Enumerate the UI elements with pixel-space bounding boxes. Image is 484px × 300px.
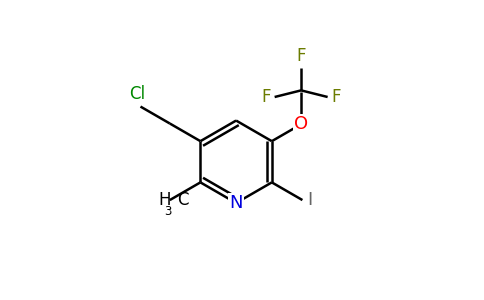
Text: I: I <box>307 191 312 209</box>
Text: C: C <box>177 191 189 209</box>
Text: Cl: Cl <box>130 85 146 103</box>
Text: F: F <box>296 47 306 65</box>
Text: H: H <box>159 191 171 209</box>
Text: N: N <box>229 194 243 212</box>
Text: F: F <box>261 88 271 106</box>
Text: O: O <box>294 115 308 133</box>
Text: F: F <box>331 88 341 106</box>
Text: 3: 3 <box>164 206 171 218</box>
